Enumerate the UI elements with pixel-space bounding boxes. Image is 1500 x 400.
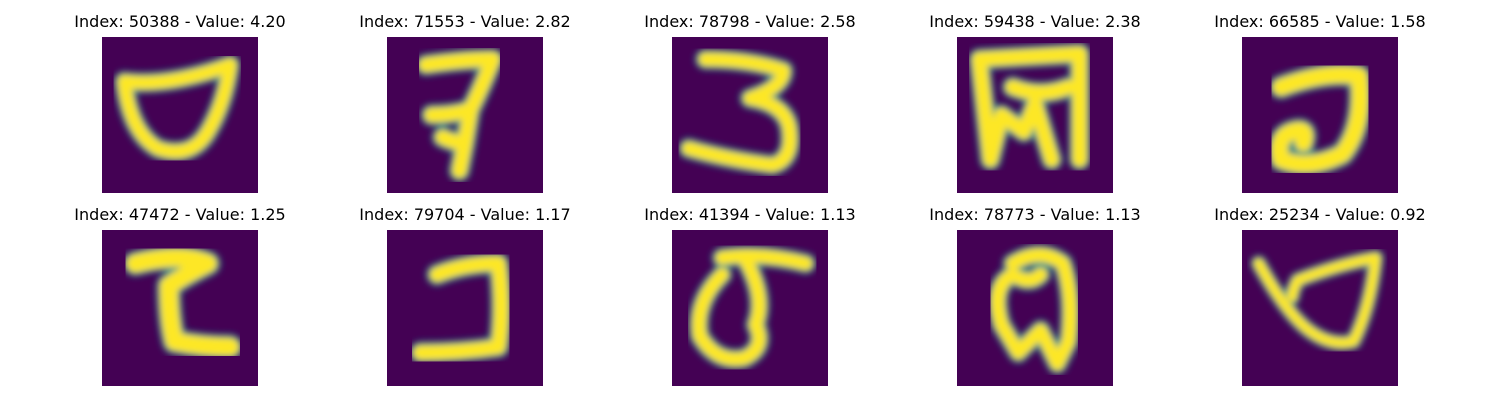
panel-title: Index: 47472 - Value: 1.25: [74, 205, 286, 224]
image-panel: Index: 41394 - Value: 1.13: [625, 205, 875, 386]
image-panel: Index: 78773 - Value: 1.13: [910, 205, 1160, 386]
digit-image: [387, 230, 543, 386]
panel-title: Index: 79704 - Value: 1.17: [359, 205, 571, 224]
digit-image: [1242, 230, 1398, 386]
panel-title: Index: 78773 - Value: 1.13: [929, 205, 1141, 224]
panel-title: Index: 66585 - Value: 1.58: [1214, 12, 1426, 31]
image-panel: Index: 50388 - Value: 4.20: [55, 12, 305, 193]
digit-image: [957, 230, 1113, 386]
digit-image: [672, 37, 828, 193]
image-panel: Index: 25234 - Value: 0.92: [1195, 205, 1445, 386]
image-panel: Index: 79704 - Value: 1.17: [340, 205, 590, 386]
panel-title: Index: 50388 - Value: 4.20: [74, 12, 286, 31]
panel-title: Index: 41394 - Value: 1.13: [644, 205, 856, 224]
digit-image: [1242, 37, 1398, 193]
image-panel: Index: 78798 - Value: 2.58: [625, 12, 875, 193]
digit-image: [672, 230, 828, 386]
digit-image: [102, 230, 258, 386]
image-panel: Index: 66585 - Value: 1.58: [1195, 12, 1445, 193]
digit-image: [387, 37, 543, 193]
digit-image: [957, 37, 1113, 193]
image-panel: Index: 71553 - Value: 2.82: [340, 12, 590, 193]
digit-image: [102, 37, 258, 193]
panel-title: Index: 71553 - Value: 2.82: [359, 12, 571, 31]
panel-title: Index: 78798 - Value: 2.58: [644, 12, 856, 31]
image-panel: Index: 59438 - Value: 2.38: [910, 12, 1160, 193]
panel-title: Index: 25234 - Value: 0.92: [1214, 205, 1426, 224]
image-panel: Index: 47472 - Value: 1.25: [55, 205, 305, 386]
panel-title: Index: 59438 - Value: 2.38: [929, 12, 1141, 31]
